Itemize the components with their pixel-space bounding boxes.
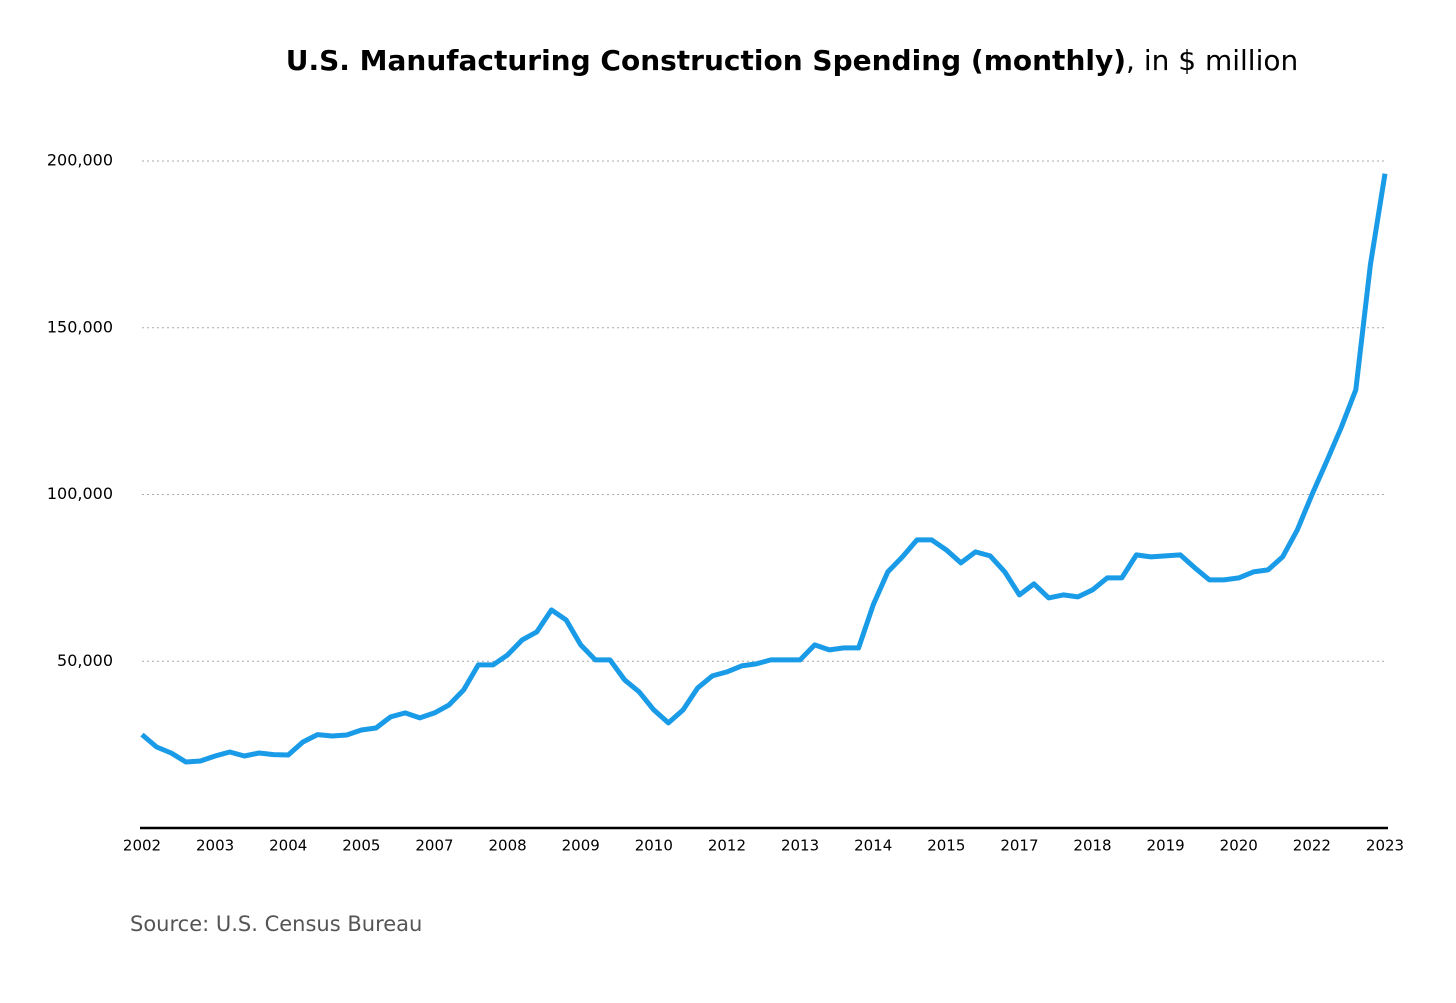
x-tick-label: 2014 bbox=[854, 837, 892, 855]
x-tick-label: 2010 bbox=[635, 837, 673, 855]
chart-title-group: U.S. Manufacturing Construction Spending… bbox=[286, 44, 1299, 77]
x-tick-label: 2013 bbox=[781, 837, 819, 855]
x-tick-label: 2019 bbox=[1147, 837, 1185, 855]
y-tick-label: 50,000 bbox=[57, 651, 113, 670]
x-tick-label: 2002 bbox=[123, 837, 161, 855]
x-tick-label: 2004 bbox=[269, 837, 307, 855]
x-tick-label: 2018 bbox=[1073, 837, 1111, 855]
x-tick-label: 2007 bbox=[415, 837, 453, 855]
x-tick-label: 2015 bbox=[927, 837, 965, 855]
data-line bbox=[140, 173, 1388, 765]
x-tick-label: 2012 bbox=[708, 837, 746, 855]
y-tick-label: 150,000 bbox=[47, 317, 113, 336]
x-tick-label: 2008 bbox=[488, 837, 526, 855]
x-tick-label: 2005 bbox=[342, 837, 380, 855]
chart-title: U.S. Manufacturing Construction Spending… bbox=[286, 44, 1126, 77]
y-tick-label: 100,000 bbox=[47, 484, 113, 503]
x-tick-label: 2022 bbox=[1293, 837, 1331, 855]
x-tick-label: 2017 bbox=[1000, 837, 1038, 855]
x-tick-label: 2023 bbox=[1366, 837, 1404, 855]
chart-subtitle: , in $ million bbox=[1126, 44, 1298, 77]
source-note: Source: U.S. Census Bureau bbox=[130, 912, 422, 936]
x-tick-label: 2020 bbox=[1220, 837, 1258, 855]
x-tick-label: 2009 bbox=[562, 837, 600, 855]
x-tick-label: 2003 bbox=[196, 837, 234, 855]
y-tick-label: 200,000 bbox=[47, 151, 113, 170]
